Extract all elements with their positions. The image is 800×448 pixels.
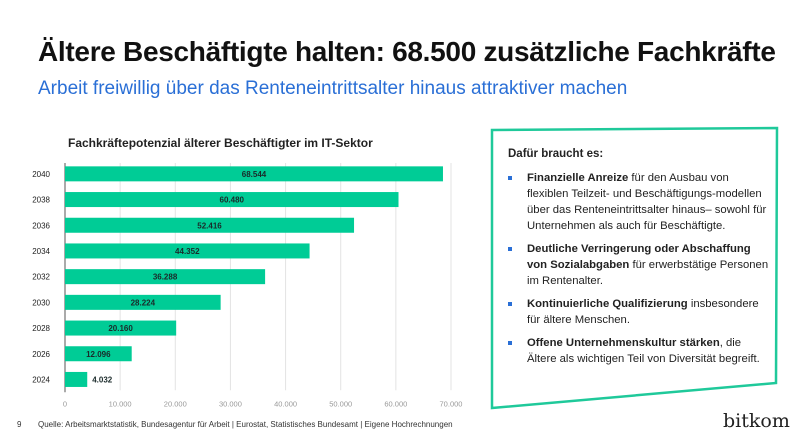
y-tick-label: 2030: [32, 298, 50, 307]
bar: [65, 166, 443, 182]
data-label: 36.288: [153, 273, 178, 282]
requirements-panel: Dafür braucht es: Finanzielle Anreize fü…: [508, 146, 770, 374]
bullet-icon: [508, 176, 512, 180]
data-label: 12.096: [86, 350, 111, 359]
bullet-icon: [508, 302, 512, 306]
x-tick-label: 70.000: [440, 399, 463, 408]
data-label: 68.544: [242, 170, 267, 179]
page-title: Ältere Beschäftigte halten: 68.500 zusät…: [38, 36, 776, 67]
bar: [65, 294, 221, 310]
x-tick-label: 10.000: [109, 399, 132, 408]
item-text: für erwerbstätige Personen im Rentenalte…: [527, 259, 769, 287]
item-text: für den Ausbau von flexiblen Teilzeit- u…: [527, 172, 767, 232]
requirements-panel-border: [490, 126, 779, 410]
bullet-icon: [508, 247, 512, 251]
bar: [65, 346, 132, 362]
data-label: 28.224: [131, 298, 156, 307]
y-tick-label: 2032: [32, 273, 50, 282]
panel-heading: Dafür braucht es:: [508, 148, 604, 160]
x-tick-label: 40.000: [274, 399, 297, 408]
page-number: 9: [17, 420, 22, 429]
panel-item: Finanzielle Anreize für den Ausbau von f…: [508, 170, 770, 234]
y-tick-label: 2026: [32, 350, 50, 359]
item-text: insbesondere für ältere Menschen.: [527, 298, 759, 326]
source-note: Quelle: Arbeitsmarktstatistik, Bundesage…: [38, 420, 453, 429]
data-label: 60.480: [220, 196, 245, 205]
bar: [65, 320, 177, 336]
bullet-icon: [508, 341, 512, 345]
bar: [65, 217, 355, 233]
item-bold: Offene Unternehmenskultur stärken: [527, 337, 720, 349]
item-text: , die Ältere als wichtigen Teil von Dive…: [527, 337, 760, 365]
panel-item: Deutliche Verringerung oder Abschaffung …: [508, 241, 770, 289]
x-tick-label: 50.000: [329, 399, 352, 408]
panel-item: Kontinuierliche Qualifizierung insbesond…: [508, 296, 770, 328]
page-subtitle: Arbeit freiwillig über das Renteneintrit…: [38, 78, 628, 99]
x-tick-label: 0: [63, 399, 67, 408]
y-tick-label: 2038: [32, 196, 50, 205]
panel-item: Offene Unternehmenskultur stärken, die Ä…: [508, 335, 770, 367]
bar-chart: 0 10.000 20.000 30.000 40.000 50.000 60.000 70.…: [32, 163, 463, 408]
data-label: 20.160: [108, 324, 133, 333]
item-bold: Kontinuierliche Qualifizierung: [527, 298, 688, 310]
bar: [65, 243, 310, 259]
item-bold: Deutliche Verringerung oder Abschaffung …: [527, 243, 751, 271]
bitkom-logo: bitkom: [723, 410, 790, 432]
bar: [65, 371, 88, 387]
bar: [65, 192, 399, 208]
chart-title: Fachkräftepotenzial älterer Beschäftigte…: [68, 136, 373, 150]
x-tick-label: 30.000: [219, 399, 242, 408]
y-tick-label: 2034: [32, 247, 50, 256]
x-tick-label: 60.000: [384, 399, 407, 408]
data-label: 44.352: [175, 247, 200, 256]
data-label: 52.416: [197, 221, 222, 230]
bar: [65, 269, 266, 285]
x-tick-label: 20.000: [164, 399, 187, 408]
item-bold: Finanzielle Anreize: [527, 172, 629, 184]
y-tick-label: 2024: [32, 375, 50, 384]
data-label: 4.032: [92, 375, 113, 384]
y-tick-label: 2036: [32, 221, 50, 230]
y-tick-label: 2040: [32, 170, 50, 179]
y-tick-label: 2028: [32, 324, 50, 333]
